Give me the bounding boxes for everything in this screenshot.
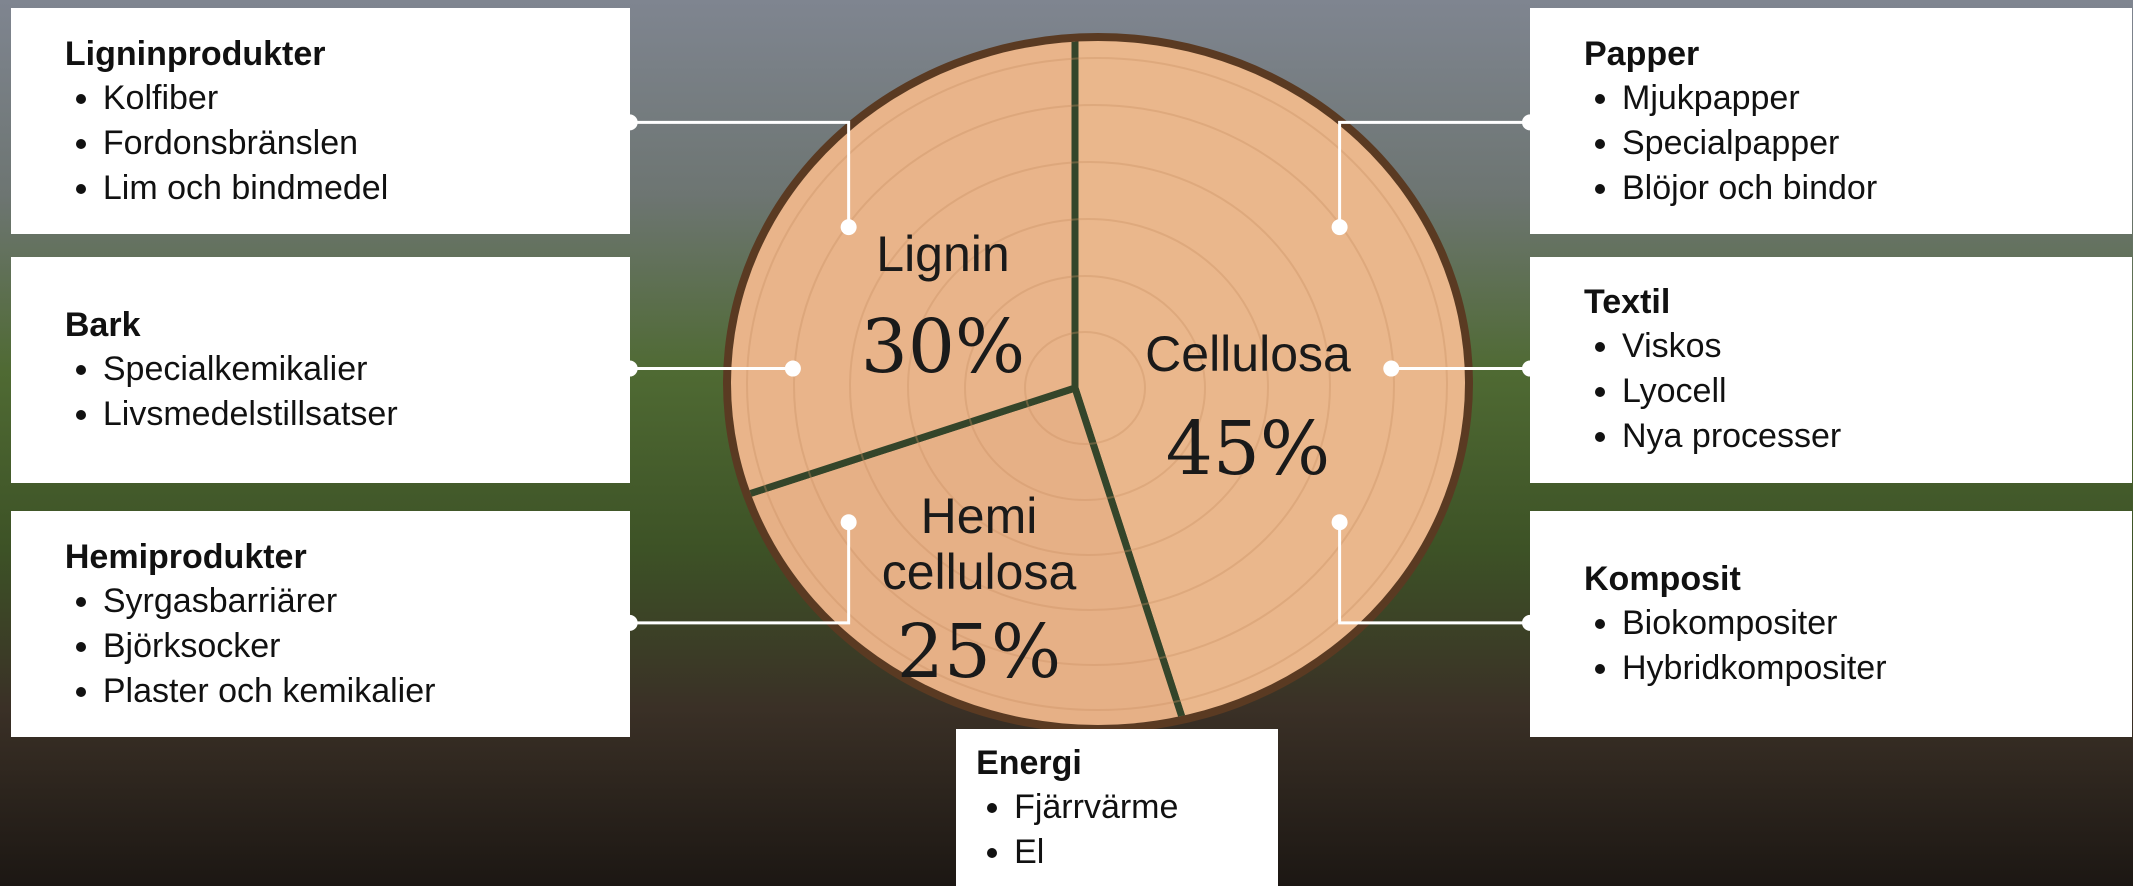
slice-label: Hemi cellulosa [869, 488, 1089, 600]
box-list: MjukpapperSpecialpapperBlöjor och bindor [1584, 76, 2132, 211]
box-title: Textil [1584, 280, 2132, 324]
box-item: Biokompositer [1622, 601, 2132, 646]
box-list: FjärrvärmeEl [976, 785, 1278, 875]
connector-dot [1332, 219, 1348, 235]
info-box: KompositBiokompositerHybridkompositer [1530, 511, 2132, 737]
info-box: EnergiFjärrvärmeEl [956, 729, 1278, 886]
box-list: BiokompositerHybridkompositer [1584, 601, 2132, 691]
box-item: Specialkemikalier [103, 347, 630, 392]
box-list: ViskosLyocellNya processer [1584, 324, 2132, 459]
box-item: Blöjor och bindor [1622, 166, 2132, 211]
info-box: BarkSpecialkemikalierLivsmedelstillsatse… [11, 257, 630, 483]
info-box: PapperMjukpapperSpecialpapperBlöjor och … [1530, 8, 2132, 234]
page: {"chart_data": {"type": "pie", "categori… [0, 0, 2133, 886]
connector-dot [785, 361, 801, 377]
box-item: Fordonsbränslen [103, 121, 630, 166]
box-list: SyrgasbarriärerBjörksockerPlaster och ke… [65, 579, 630, 714]
info-box: HemiprodukterSyrgasbarriärerBjörksockerP… [11, 511, 630, 737]
box-item: Nya processer [1622, 414, 2132, 459]
connector-dot [1383, 361, 1399, 377]
box-item: Lim och bindmedel [103, 166, 630, 211]
box-title: Bark [65, 303, 630, 347]
box-title: Komposit [1584, 557, 2132, 601]
slice-value: 25% [897, 609, 1061, 695]
box-item: Björksocker [103, 624, 630, 669]
box-item: Fjärrvärme [1014, 785, 1278, 830]
box-item: Viskos [1622, 324, 2132, 369]
box-title: Hemiprodukter [65, 535, 630, 579]
box-title: Papper [1584, 32, 2132, 76]
info-box: TextilViskosLyocellNya processer [1530, 257, 2132, 483]
slice-value: 45% [1166, 406, 1330, 492]
connector-dot [841, 514, 857, 530]
box-item: Kolfiber [103, 76, 630, 121]
box-item: Livsmedelstillsatser [103, 392, 630, 437]
box-list: SpecialkemikalierLivsmedelstillsatser [65, 347, 630, 437]
box-title: Ligninprodukter [65, 32, 630, 76]
box-item: El [1014, 830, 1278, 875]
box-item: Syrgasbarriärer [103, 579, 630, 624]
connector-dot [1332, 514, 1348, 530]
box-list: KolfiberFordonsbränslenLim och bindmedel [65, 76, 630, 211]
box-item: Mjukpapper [1622, 76, 2132, 121]
box-title: Energi [976, 741, 1278, 785]
box-item: Specialpapper [1622, 121, 2132, 166]
slice-label: Lignin [833, 226, 1053, 282]
box-item: Lyocell [1622, 369, 2132, 414]
box-item: Hybridkompositer [1622, 646, 2132, 691]
info-box: LigninprodukterKolfiberFordonsbränslenLi… [11, 8, 630, 234]
box-item: Plaster och kemikalier [103, 669, 630, 714]
slice-value: 30% [861, 304, 1025, 390]
slice-label: Cellulosa [1138, 326, 1358, 382]
